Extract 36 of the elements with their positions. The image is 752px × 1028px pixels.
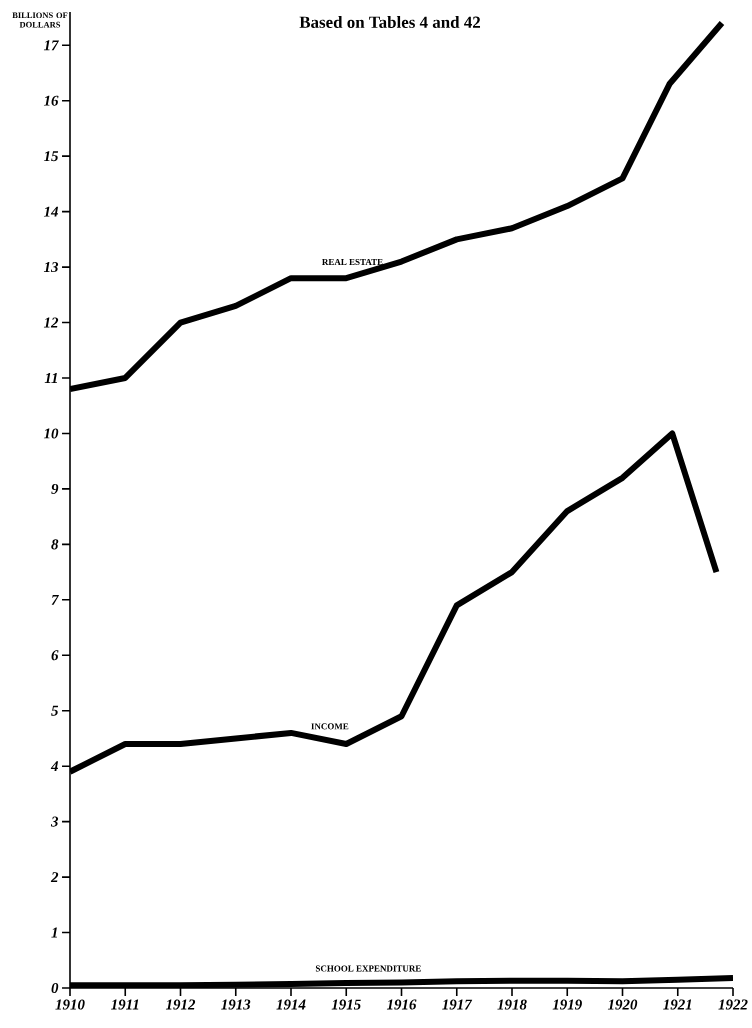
y-tick-label: 16 [43,95,59,106]
y-tick-label: 9 [51,483,59,494]
chart-title: Based on Tables 4 and 42 [299,16,481,28]
x-tick-label: 1915 [331,999,361,1010]
y-tick-label: 17 [43,40,59,51]
y-tick-label: 11 [44,373,57,383]
y-tick-label: 4 [50,761,59,772]
x-tick-label: 1911 [111,999,139,1010]
x-tick-label: 1922 [718,999,748,1010]
x-tick-label: 1910 [55,999,85,1010]
y-tick-label: 2 [50,872,59,883]
y-tick-label: 13 [43,262,59,273]
y-tick-label: 8 [51,539,59,550]
series-label: SCHOOL EXPENDITURE [315,965,421,972]
series-label: INCOME [311,723,349,730]
series-label: REAL ESTATE [322,258,383,265]
y-axis-title: BILLIONS OF DOLLARS [12,12,68,28]
y-tick-label: 5 [51,705,59,716]
x-tick-label: 1914 [276,999,306,1010]
y-tick-label: 1 [51,927,57,938]
y-tick-label: 7 [51,594,59,605]
y-tick-label: 0 [51,982,59,994]
x-tick-label: 1916 [386,999,417,1010]
x-tick-label: 1920 [607,999,638,1010]
x-tick-label: 1912 [165,999,196,1010]
x-tick-label: 1919 [552,999,582,1010]
y-tick-label: 10 [43,428,59,439]
x-tick-label: 1913 [221,999,251,1010]
y-tick-label: 15 [43,151,59,162]
x-tick-label: 1921 [663,999,692,1010]
x-tick-label: 1917 [442,999,473,1010]
x-tick-label: 1918 [497,999,527,1010]
y-tick-label: 14 [43,206,59,217]
y-tick-label: 12 [43,317,59,328]
y-tick-label: 6 [51,650,59,661]
y-tick-label: 3 [50,816,59,827]
